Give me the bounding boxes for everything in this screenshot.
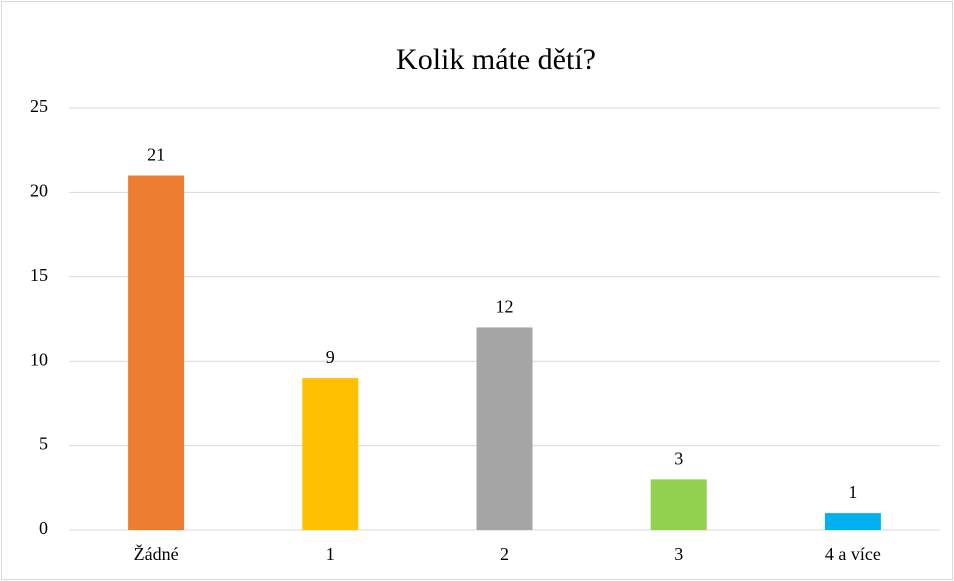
bar	[476, 327, 533, 530]
bar	[650, 479, 707, 530]
x-tick-label: 4 a více	[825, 544, 881, 564]
data-label: 3	[674, 448, 683, 468]
bar	[302, 378, 359, 530]
chart-title: Kolik máte dětí?	[396, 43, 596, 76]
data-label: 9	[326, 347, 335, 367]
y-tick-label: 15	[30, 265, 48, 285]
bar	[128, 175, 185, 530]
y-tick-label: 5	[39, 434, 48, 454]
y-tick-label: 25	[30, 96, 48, 116]
x-tick-label: 2	[500, 544, 509, 564]
x-tick-label: 1	[326, 544, 335, 564]
x-tick-label: Žádné	[134, 543, 179, 564]
x-tick-label: 3	[674, 544, 683, 564]
data-label: 21	[147, 145, 165, 165]
y-tick-label: 0	[39, 518, 48, 538]
data-label: 12	[496, 297, 514, 317]
bar	[824, 513, 881, 530]
y-tick-label: 20	[30, 181, 48, 201]
y-tick-label: 10	[30, 349, 48, 369]
data-label: 1	[848, 482, 857, 502]
